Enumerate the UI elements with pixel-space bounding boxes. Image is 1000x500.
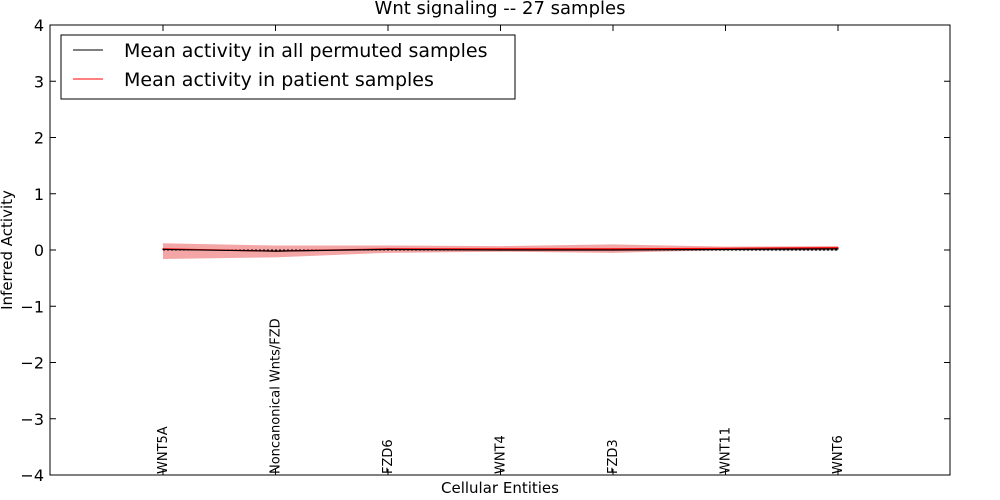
point-series-0-3 — [499, 249, 502, 251]
x-axis-label: Cellular Entities — [441, 479, 559, 497]
legend: Mean activity in all permuted samples Me… — [60, 34, 516, 100]
x-tick-label: WNT5A — [156, 426, 171, 474]
y-tick-label: 4 — [34, 16, 44, 35]
point-series-1-4 — [612, 248, 614, 250]
point-series-1-3 — [499, 248, 502, 250]
x-tick-label: Noncanonical Wnts/FZD — [269, 318, 284, 474]
point-series-0-4 — [612, 249, 614, 251]
y-tick-label: 2 — [34, 129, 44, 148]
point-series-0-5 — [724, 248, 727, 251]
x-tick-label: FZD3 — [606, 439, 621, 474]
x-tick-label: WNT6 — [831, 435, 846, 474]
legend-box — [60, 34, 516, 100]
band-series-1 — [163, 243, 838, 259]
y-tick-label: −1 — [20, 297, 44, 316]
point-series-0-0 — [162, 248, 164, 251]
y-tick-label: −3 — [20, 410, 44, 429]
y-tick-label: −2 — [20, 354, 44, 373]
y-tick-label: 0 — [34, 241, 44, 260]
x-axis: WNT5A Noncanonical Wnts/FZD FZD6 WNT4 FZD3 WN… — [156, 25, 846, 475]
chart-title: Wnt signaling -- 27 samples — [375, 0, 626, 19]
point-series-0-2 — [387, 248, 389, 251]
legend-label-patient: Mean activity in patient samples — [124, 69, 434, 91]
x-tick-label: FZD6 — [381, 439, 396, 474]
point-series-1-6 — [837, 247, 839, 249]
x-tick-label: WNT11 — [719, 427, 734, 474]
legend-label-permuted: Mean activity in all permuted samples — [124, 40, 487, 62]
point-series-0-1 — [274, 250, 277, 252]
y-tick-label: 1 — [34, 185, 44, 204]
x-tick-label: WNT4 — [494, 435, 509, 474]
y-tick-label: −4 — [20, 466, 44, 485]
y-axis-label: Inferred Activity — [0, 190, 16, 310]
point-series-0-6 — [837, 248, 839, 250]
y-axis: 4 3 2 1 0 −1 −2 −3 −4 — [20, 16, 950, 485]
point-series-1-5 — [724, 247, 727, 249]
series-lines — [162, 247, 839, 252]
y-tick-label: 3 — [34, 72, 44, 91]
